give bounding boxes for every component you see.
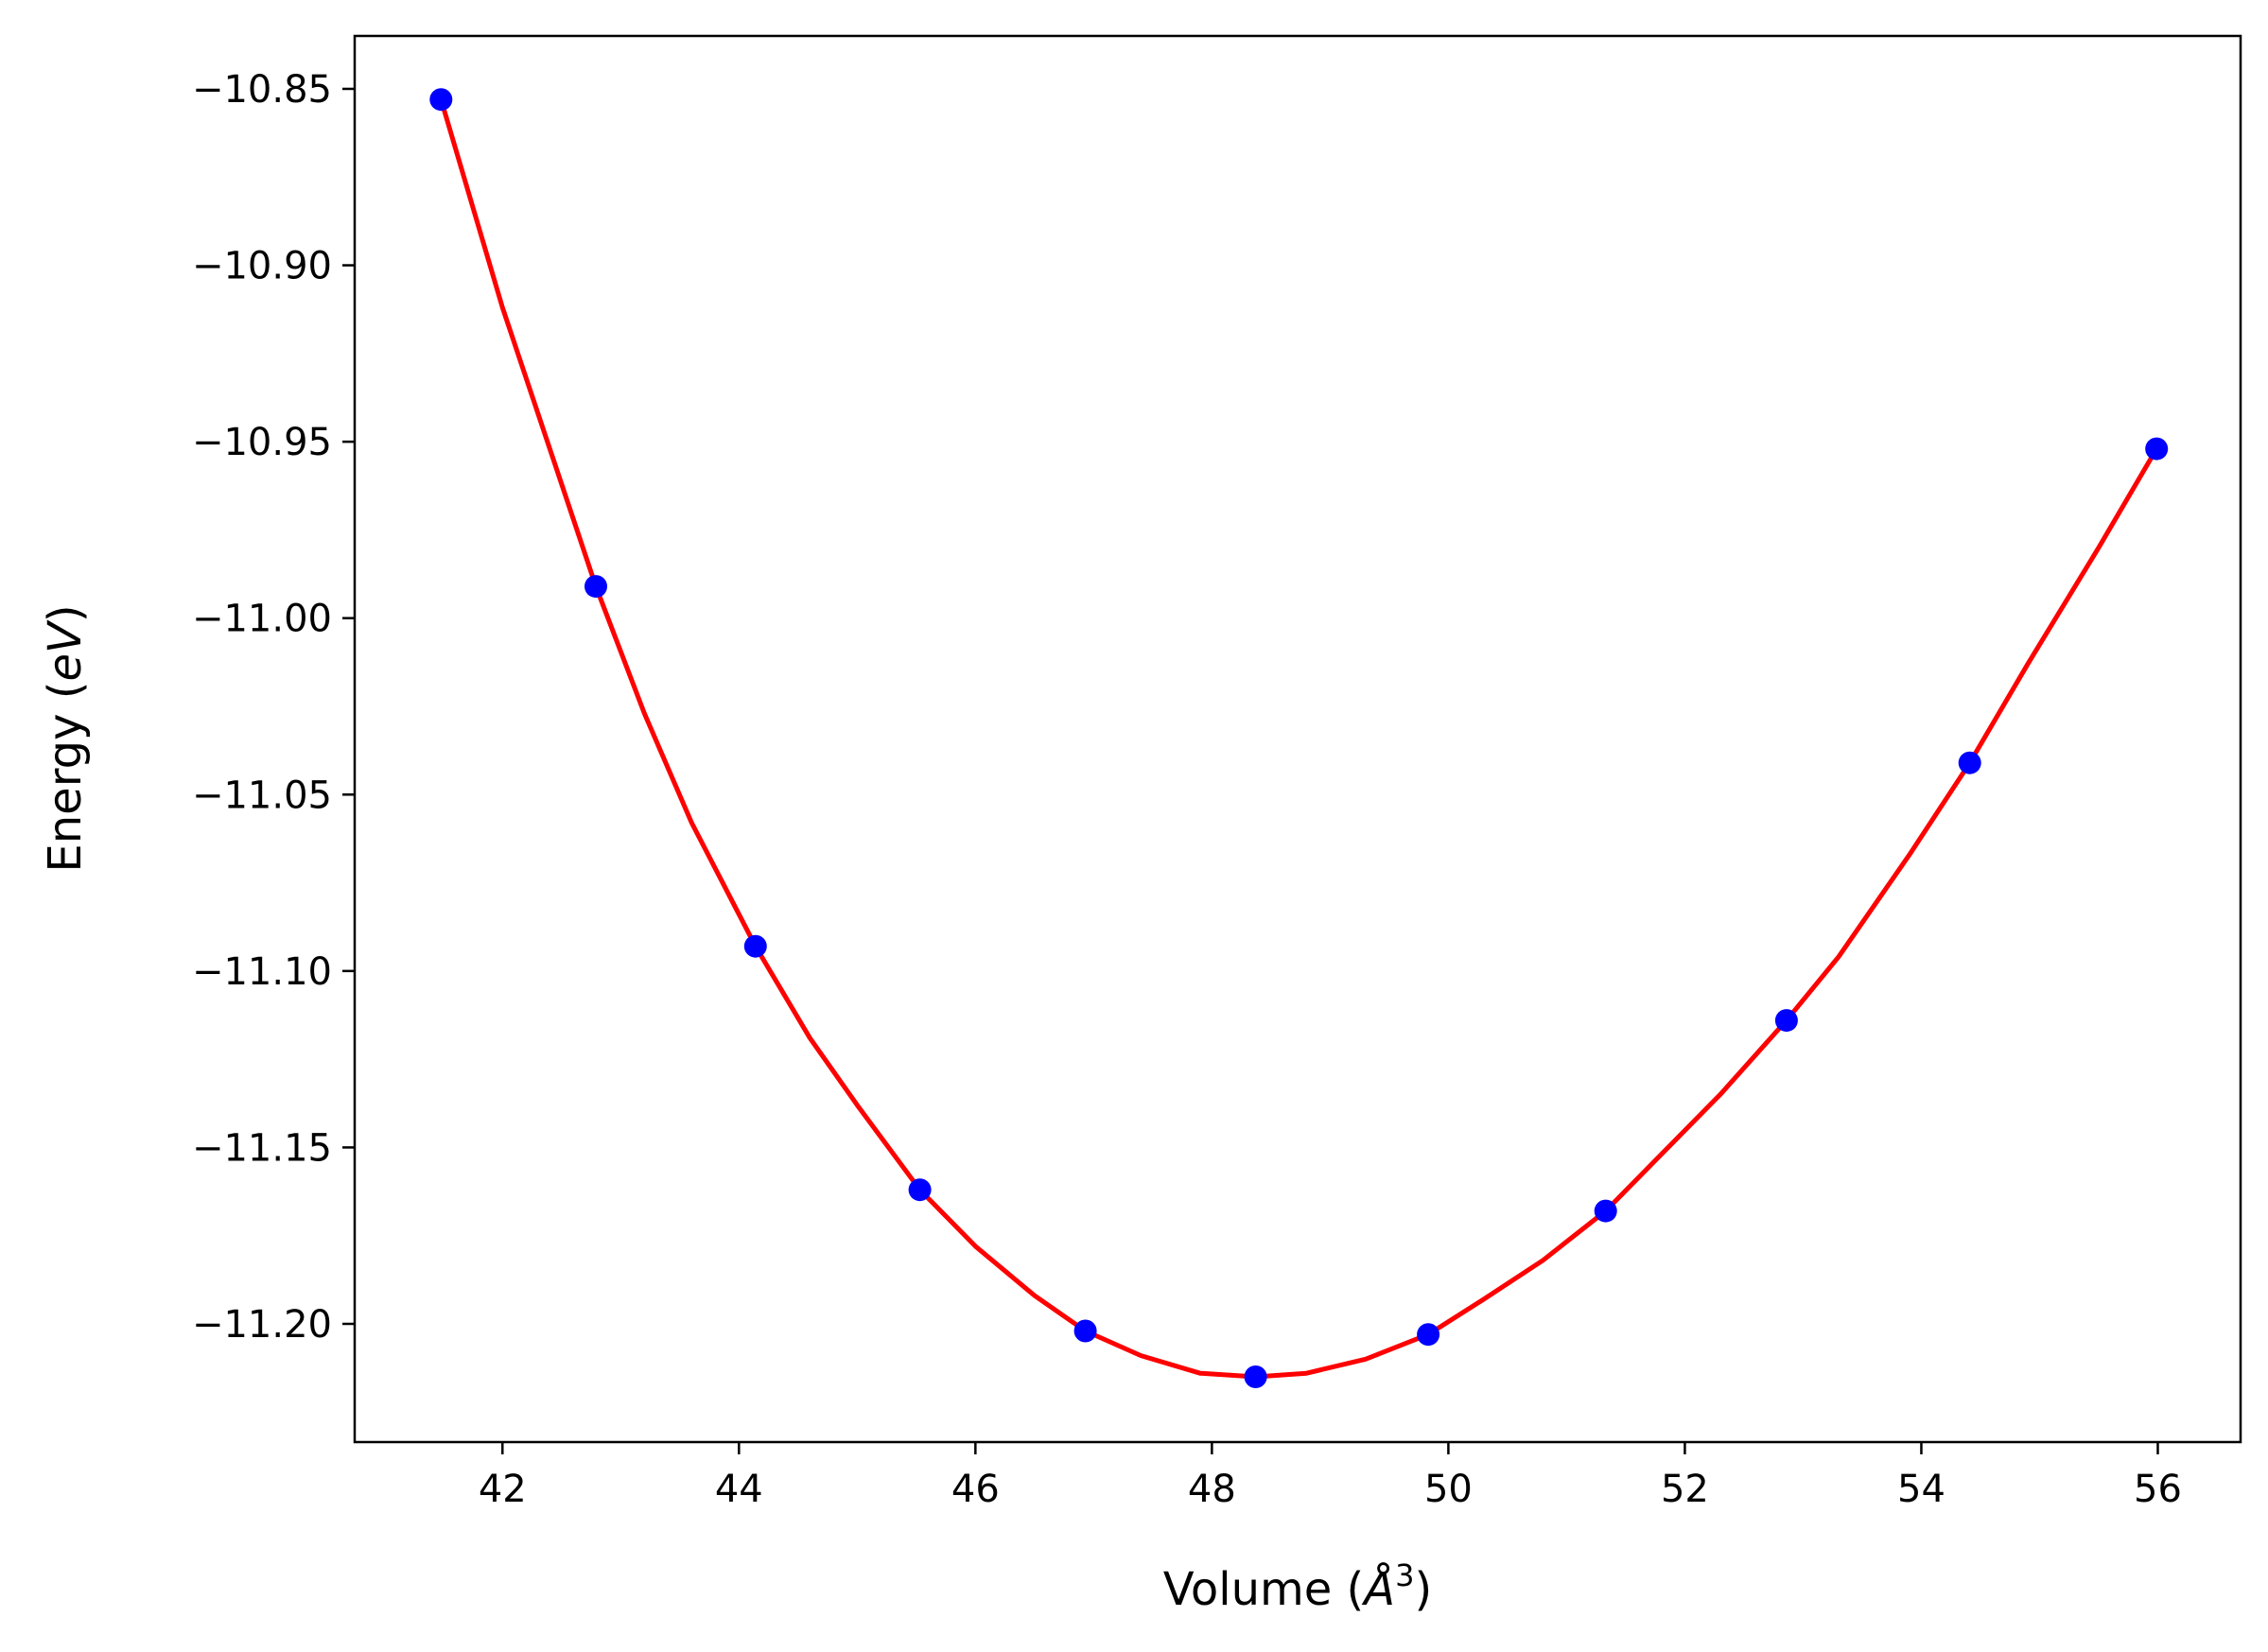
y-tick-label-3: −11.00 [192,598,332,641]
y-tick-label-1: −10.90 [192,245,332,288]
data-point-7 [1417,1323,1440,1347]
data-point-10 [1958,751,1981,774]
x-tick-label-42: 42 [479,1468,527,1511]
plot-area-background [355,36,2241,1442]
x-tick-label-52: 52 [1661,1468,1709,1511]
x-tick-label-46: 46 [951,1468,1000,1511]
x-tick-label-56: 56 [2134,1468,2182,1511]
data-point-6 [1244,1365,1267,1388]
x-tick-label-50: 50 [1424,1468,1473,1511]
x-axis-ticks: 42 44 46 48 50 52 54 56 [479,1442,2182,1511]
data-point-2 [584,575,607,599]
y-tick-label-0: −10.85 [192,68,332,112]
plot-frame [353,34,2242,1444]
data-points-layer [429,88,2169,1388]
y-tick-label-6: −11.15 [192,1126,332,1170]
y-axis-label-close: ) [39,604,92,622]
y-tick-label-5: −11.10 [192,950,332,994]
x-axis-label-superscript: 3 [1395,1557,1414,1593]
x-axis-label: Volume (Å3) [1163,1557,1432,1616]
y-tick-label-4: −11.05 [192,774,332,817]
x-tick-label-48: 48 [1188,1468,1236,1511]
x-axis-label-close: ) [1414,1563,1432,1616]
y-tick-label-2: −10.95 [192,421,332,464]
data-point-3 [743,934,767,958]
y-tick-label-7: −11.20 [192,1303,332,1347]
y-axis-ticks: −10.85 −10.90 −10.95 −11.00 −11.05 −11.10 −11.… [192,68,355,1347]
y-axis-label: Energy (eV) [39,604,92,872]
data-point-9 [1774,1009,1798,1033]
x-axis-label-unit: Å [1361,1562,1395,1616]
data-point-4 [908,1178,932,1202]
data-point-8 [1594,1199,1617,1223]
data-point-5 [1073,1319,1097,1343]
x-axis-label-text: Volume ( [1163,1563,1365,1616]
y-axis-label-text: Energy ( [39,682,92,873]
y-axis-label-unit: eV [39,619,92,682]
data-point-11 [2145,437,2169,461]
x-tick-label-44: 44 [715,1468,763,1511]
data-point-1 [429,88,453,112]
x-tick-label-54: 54 [1897,1468,1945,1511]
